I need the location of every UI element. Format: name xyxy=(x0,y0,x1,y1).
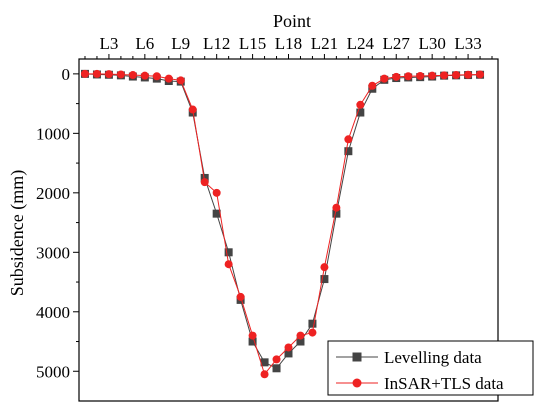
plot-area xyxy=(80,69,485,379)
y-tick-label: 2000 xyxy=(36,184,70,203)
x-axis: L3 L6 L9 L12 L15 L18 L21 L24 L27 L30 L33 xyxy=(84,34,493,59)
series-levelling xyxy=(80,69,485,373)
data-point xyxy=(212,188,221,197)
data-point xyxy=(308,319,317,328)
data-point xyxy=(272,355,281,364)
data-point xyxy=(164,74,173,83)
y-axis: 0 1000 2000 3000 4000 5000 xyxy=(36,65,79,381)
data-point xyxy=(152,72,161,81)
data-point xyxy=(464,70,473,79)
legend-marker-levelling xyxy=(352,352,362,362)
data-point xyxy=(200,173,209,182)
y-tick-label: 5000 xyxy=(36,362,70,381)
x-tick-label: L27 xyxy=(383,34,411,53)
series-insar-tls xyxy=(80,69,485,379)
data-point xyxy=(368,81,377,90)
series-line xyxy=(84,73,481,376)
y-tick-label: 3000 xyxy=(36,243,70,262)
data-point xyxy=(272,364,281,373)
data-point xyxy=(284,343,293,352)
x-tick-label: L3 xyxy=(99,34,118,53)
legend-marker-insar xyxy=(352,378,362,388)
x-tick-label: L24 xyxy=(347,34,375,53)
data-point xyxy=(440,71,449,80)
x-axis-title: Point xyxy=(273,11,311,31)
data-point xyxy=(344,147,353,156)
data-point xyxy=(80,69,89,78)
legend: Levelling data InSAR+TLS data xyxy=(327,340,534,396)
data-point xyxy=(140,71,149,80)
data-point xyxy=(332,209,341,218)
data-point xyxy=(296,331,305,340)
x-tick-label: L9 xyxy=(171,34,190,53)
data-point xyxy=(104,70,113,79)
x-tick-label: L6 xyxy=(135,34,154,53)
data-point xyxy=(224,260,233,269)
y-tick-label: 0 xyxy=(62,65,71,84)
legend-label-levelling: Levelling data xyxy=(384,348,482,367)
data-point xyxy=(224,248,233,257)
data-point xyxy=(332,203,341,212)
data-point xyxy=(404,72,413,81)
data-point xyxy=(320,263,329,272)
data-point xyxy=(284,349,293,358)
data-point xyxy=(188,105,197,114)
data-point xyxy=(452,71,461,80)
data-point xyxy=(356,100,365,109)
data-point xyxy=(320,275,329,284)
y-tick-label: 1000 xyxy=(36,124,70,143)
data-point xyxy=(356,108,365,117)
data-point xyxy=(428,71,437,80)
legend-label-insar: InSAR+TLS data xyxy=(384,374,504,393)
y-axis-title: Subsidence (mm) xyxy=(7,170,28,296)
data-point xyxy=(116,70,125,79)
x-tick-label: L30 xyxy=(418,34,445,53)
x-tick-label: L12 xyxy=(203,34,230,53)
data-point xyxy=(416,71,425,80)
data-point xyxy=(260,358,269,367)
data-point xyxy=(200,178,209,187)
legend-box xyxy=(327,340,534,396)
x-tick-label: L33 xyxy=(454,34,481,53)
data-point xyxy=(260,370,269,379)
x-tick-label: L15 xyxy=(239,34,266,53)
x-tick-label: L21 xyxy=(311,34,338,53)
data-point xyxy=(296,337,305,346)
data-point xyxy=(212,209,221,218)
data-point xyxy=(128,71,137,80)
data-point xyxy=(248,331,257,340)
data-point xyxy=(344,135,353,144)
data-point xyxy=(248,337,257,346)
data-point xyxy=(392,72,401,81)
data-point xyxy=(236,292,245,301)
data-point xyxy=(92,69,101,78)
data-point xyxy=(476,70,485,79)
data-point xyxy=(308,328,317,337)
series-line xyxy=(84,73,481,369)
x-tick-label: L18 xyxy=(275,34,302,53)
data-point xyxy=(380,74,389,83)
data-point xyxy=(176,76,185,85)
y-tick-label: 4000 xyxy=(36,303,70,322)
